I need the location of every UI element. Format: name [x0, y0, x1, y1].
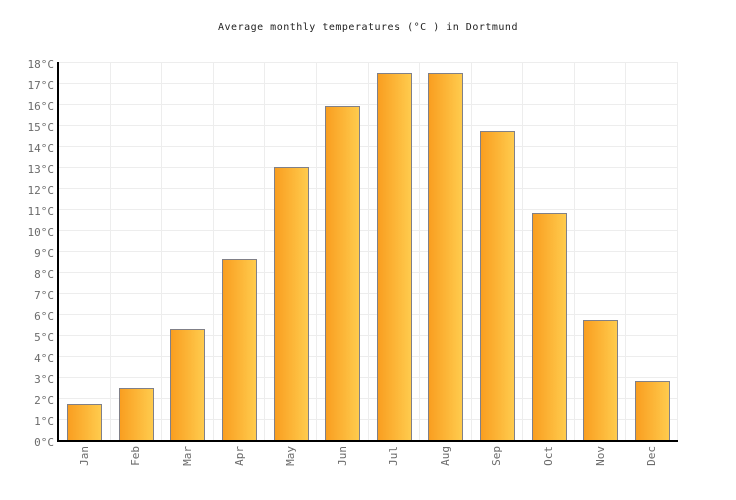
- x-tick-label: Jan: [77, 446, 91, 466]
- bar-feb: [118, 387, 154, 440]
- gridline-horizontal: [59, 356, 678, 357]
- y-tick-label: 9°C: [34, 247, 54, 260]
- gridline-horizontal: [59, 272, 678, 273]
- gridline-horizontal: [59, 293, 678, 294]
- gridline-horizontal: [59, 398, 678, 399]
- gridline-vertical: [264, 62, 266, 440]
- gridline-horizontal: [59, 419, 678, 420]
- gridline-vertical: [367, 62, 369, 440]
- x-tick-label: Mar: [180, 446, 194, 466]
- y-tick-label: 0°C: [34, 436, 54, 449]
- gridline-horizontal: [59, 209, 678, 210]
- y-tick-label: 12°C: [27, 184, 55, 197]
- y-tick-label: 3°C: [34, 373, 54, 386]
- gridline-horizontal: [59, 335, 678, 336]
- gridline-horizontal: [59, 167, 678, 168]
- y-tick-label: 11°C: [27, 205, 55, 218]
- y-tick-label: 14°C: [27, 142, 55, 155]
- bar-jul: [376, 72, 412, 440]
- gridline-horizontal: [59, 251, 678, 252]
- gridline-horizontal: [59, 104, 678, 105]
- chart-title: Average monthly temperatures (°C ) in Do…: [218, 22, 518, 33]
- gridline-horizontal: [59, 188, 678, 189]
- x-tick-label: Jun: [335, 446, 349, 466]
- x-tick-label: Oct: [542, 446, 556, 466]
- y-tick-label: 10°C: [27, 226, 55, 239]
- gridline-vertical: [161, 62, 163, 440]
- bar-mar: [170, 328, 206, 440]
- y-tick-label: 6°C: [34, 310, 54, 323]
- gridline-vertical: [625, 62, 627, 440]
- x-tick-label: Jul: [387, 446, 401, 466]
- x-tick-label: Apr: [232, 446, 246, 466]
- gridline-horizontal: [59, 314, 678, 315]
- y-tick-label: 15°C: [27, 121, 55, 134]
- bar-apr: [222, 259, 258, 440]
- bar-may: [273, 167, 309, 440]
- x-tick-label: Nov: [593, 446, 607, 466]
- gridline-vertical: [109, 62, 111, 440]
- y-tick-label: 1°C: [34, 415, 54, 428]
- gridline-vertical: [522, 62, 524, 440]
- y-tick-label: 13°C: [27, 163, 55, 176]
- plot-area: [57, 62, 678, 442]
- gridline-vertical: [419, 62, 421, 440]
- x-tick-label: May: [284, 446, 298, 466]
- bar-oct: [531, 213, 567, 440]
- gridline-vertical: [573, 62, 575, 440]
- bar-sep: [479, 131, 515, 440]
- y-tick-label: 5°C: [34, 331, 54, 344]
- y-tick-label: 2°C: [34, 394, 54, 407]
- gridline-horizontal: [59, 377, 678, 378]
- bar-dec: [634, 381, 670, 440]
- gridline-horizontal: [59, 230, 678, 231]
- y-tick-label: 16°C: [27, 100, 55, 113]
- gridline-vertical: [470, 62, 472, 440]
- x-tick-label: Dec: [645, 446, 659, 466]
- x-tick-label: Aug: [438, 446, 452, 466]
- gridline-vertical: [315, 62, 317, 440]
- gridline-horizontal: [59, 125, 678, 126]
- bar-aug: [428, 72, 464, 440]
- gridline-horizontal: [59, 62, 678, 63]
- bar-jun: [325, 106, 361, 440]
- x-tick-label: Feb: [129, 446, 143, 466]
- y-tick-label: 17°C: [27, 79, 55, 92]
- bar-nov: [583, 320, 619, 440]
- y-tick-label: 8°C: [34, 268, 54, 281]
- bar-jan: [67, 404, 103, 440]
- y-tick-label: 4°C: [34, 352, 54, 365]
- y-tick-label: 7°C: [34, 289, 54, 302]
- y-tick-label: 18°C: [27, 58, 55, 71]
- gridline-horizontal: [59, 83, 678, 84]
- gridline-vertical: [677, 62, 678, 440]
- x-tick-label: Sep: [490, 446, 504, 466]
- gridline-horizontal: [59, 146, 678, 147]
- gridline-vertical: [212, 62, 214, 440]
